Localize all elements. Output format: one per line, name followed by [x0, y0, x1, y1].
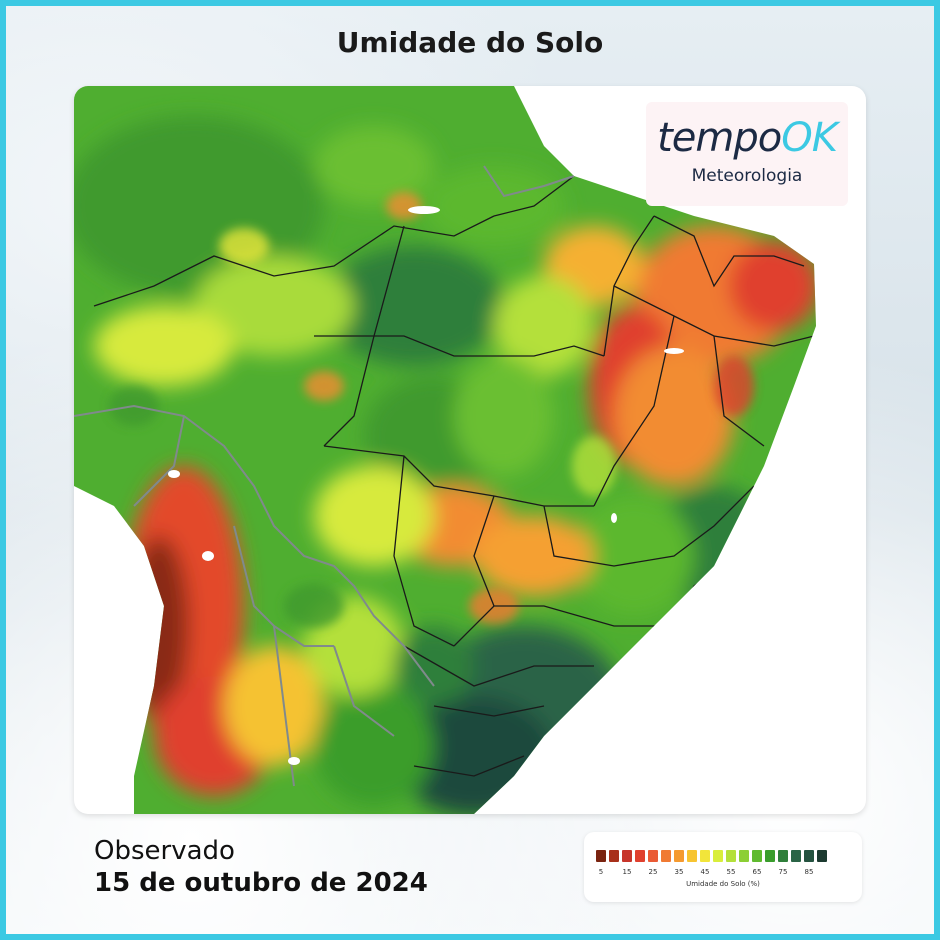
legend-tick-label: 75: [778, 868, 788, 876]
legend-swatch: [622, 850, 632, 862]
legend-swatch: [765, 850, 775, 862]
legend-swatch: [752, 850, 762, 862]
logo-word-accent: OK: [781, 115, 838, 161]
legend-tick-label: 65: [752, 868, 762, 876]
legend-tick-label: 55: [726, 868, 736, 876]
observation-label: Observado: [94, 836, 235, 866]
country-borders: [74, 165, 575, 787]
logo-subtitle: Meteorologia: [691, 166, 803, 186]
legend-swatch: [713, 850, 723, 862]
legend-tick-label: 25: [648, 868, 658, 876]
legend-swatch: [804, 850, 814, 862]
legend-swatches: [596, 850, 827, 864]
state-borders: [93, 175, 815, 777]
legend-swatch: [661, 850, 671, 862]
legend-tick-label: 35: [674, 868, 684, 876]
legend-swatch: [778, 850, 788, 862]
legend-swatch: [700, 850, 710, 862]
legend-swatch: [596, 850, 606, 862]
logo-word-main: tempo: [657, 115, 782, 161]
legend-swatch: [791, 850, 801, 862]
legend-swatch: [726, 850, 736, 862]
map-graphic: [74, 86, 816, 814]
no-data-patches: [168, 206, 684, 765]
legend-swatch: [648, 850, 658, 862]
logo-wordmark: tempoOK: [646, 116, 848, 160]
legend-tick-label: 15: [622, 868, 632, 876]
legend-swatch: [739, 850, 749, 862]
soil-moisture-map: tempoOK Meteorologia: [74, 86, 866, 814]
legend-tick-label: 45: [700, 868, 710, 876]
legend-tick-label: 5: [598, 868, 604, 876]
observation-date: 15 de outubro de 2024: [94, 868, 428, 898]
moisture-field: [74, 86, 816, 814]
legend-swatch: [609, 850, 619, 862]
legend-swatch: [687, 850, 697, 862]
legend: 5 15 25 35 45 55 65 75 85 Umidade do Solo (%): [584, 832, 862, 902]
legend-title: Umidade do Solo (%): [686, 880, 760, 888]
legend-swatch: [635, 850, 645, 862]
page-title: Umidade do Solo: [336, 26, 604, 59]
tempook-logo: tempoOK Meteorologia: [646, 102, 848, 206]
legend-tick-label: 85: [804, 868, 814, 876]
legend-swatch: [817, 850, 827, 862]
legend-swatch: [674, 850, 684, 862]
